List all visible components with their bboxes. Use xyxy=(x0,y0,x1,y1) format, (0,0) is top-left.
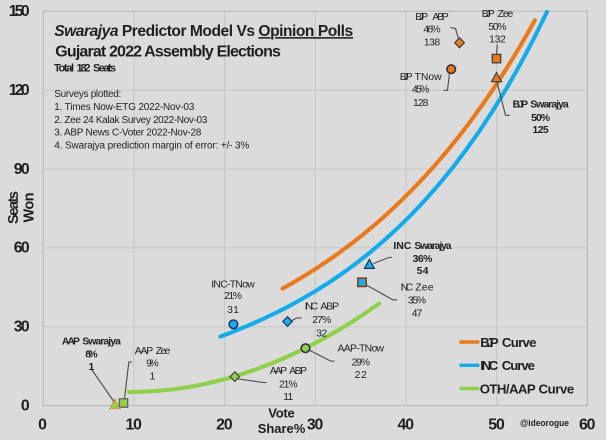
svg-text:TNow: TNow xyxy=(415,72,443,83)
svg-text:150: 150 xyxy=(9,3,30,20)
svg-text:8%: 8% xyxy=(85,349,97,360)
svg-text:INC: INC xyxy=(480,358,498,373)
svg-text:138: 138 xyxy=(424,38,441,49)
svg-text:AAP: AAP xyxy=(270,366,287,377)
svg-text:45%: 45% xyxy=(412,85,429,96)
svg-text:BJP: BJP xyxy=(480,335,499,350)
svg-text:46%: 46% xyxy=(423,24,440,35)
svg-text:Zee: Zee xyxy=(498,9,514,20)
svg-text:50: 50 xyxy=(488,417,505,434)
svg-text:Seats: Seats xyxy=(93,63,116,75)
svg-text:Gujarat 2022 Assembly Election: Gujarat 2022 Assembly Elections xyxy=(55,44,281,61)
svg-text:54: 54 xyxy=(417,266,429,277)
svg-text:Zee: Zee xyxy=(156,346,171,357)
svg-text:ABP: ABP xyxy=(289,366,307,377)
svg-text:30: 30 xyxy=(307,417,324,434)
svg-text:Vote: Vote xyxy=(268,406,295,421)
svg-text:Won: Won xyxy=(22,193,38,223)
svg-text:Swarajya: Swarajya xyxy=(530,99,569,110)
svg-text:INC: INC xyxy=(393,241,411,252)
svg-text:Swarajya: Swarajya xyxy=(414,241,451,252)
svg-text:21%: 21% xyxy=(224,291,242,302)
svg-text:47: 47 xyxy=(412,308,423,319)
svg-text:50%: 50% xyxy=(531,113,550,124)
svg-text:BJP: BJP xyxy=(513,99,529,110)
svg-text:10: 10 xyxy=(125,417,142,434)
svg-text:35%: 35% xyxy=(408,295,426,306)
svg-text:ABP: ABP xyxy=(432,12,448,23)
svg-text:3. ABP News C-Voter 2022-Nov-2: 3. ABP News C-Voter 2022-Nov-28 xyxy=(54,128,201,139)
svg-text:128: 128 xyxy=(413,98,429,109)
svg-text:AAP: AAP xyxy=(135,346,154,357)
svg-text:Swarajya: Swarajya xyxy=(82,337,121,348)
svg-text:20: 20 xyxy=(216,417,233,434)
svg-text:2. Zee 24 Kalak Survey 2022-No: 2. Zee 24 Kalak Survey 2022-Nov-03 xyxy=(54,115,207,126)
svg-text:OTH/AAP: OTH/AAP xyxy=(480,381,536,396)
svg-text:90: 90 xyxy=(14,161,30,178)
svg-text:4. Swarajya prediction margin: 4. Swarajya prediction margin of error: … xyxy=(54,141,249,152)
svg-text:AAP: AAP xyxy=(62,337,80,348)
svg-text:Seats: Seats xyxy=(6,191,22,224)
svg-text:120: 120 xyxy=(9,82,30,99)
svg-text:125: 125 xyxy=(533,125,549,136)
svg-text:1: 1 xyxy=(89,362,95,373)
svg-text:1. Times Now-ETG 2022-Nov-03: 1. Times Now-ETG 2022-Nov-03 xyxy=(54,102,194,113)
svg-text:9%: 9% xyxy=(146,358,159,369)
svg-text:30: 30 xyxy=(14,319,30,336)
svg-text:50%: 50% xyxy=(488,22,506,33)
svg-text:11: 11 xyxy=(283,392,293,403)
svg-text:INC: INC xyxy=(305,301,319,312)
svg-text:Total: Total xyxy=(54,63,74,75)
svg-text:60: 60 xyxy=(579,417,596,434)
svg-text:ABP: ABP xyxy=(320,301,339,312)
svg-text:AAP-TNow: AAP-TNow xyxy=(338,344,385,355)
svg-text:27%: 27% xyxy=(312,315,331,326)
svg-text:32: 32 xyxy=(316,328,327,339)
svg-text:BJP: BJP xyxy=(482,9,495,20)
svg-text:Zee: Zee xyxy=(415,282,433,293)
svg-text:Share%: Share% xyxy=(258,421,306,436)
svg-text:INC: INC xyxy=(401,282,414,293)
svg-text:40: 40 xyxy=(398,417,415,434)
svg-text:BJP: BJP xyxy=(415,12,428,23)
svg-text:22: 22 xyxy=(355,370,368,381)
svg-text:132: 132 xyxy=(489,34,506,45)
svg-text:Curve: Curve xyxy=(539,381,575,396)
svg-text:60: 60 xyxy=(14,240,30,257)
svg-text:BJP: BJP xyxy=(400,72,413,83)
svg-text:Surveys plotted:: Surveys plotted: xyxy=(54,89,121,100)
svg-text:0: 0 xyxy=(38,417,47,434)
svg-text:Curve: Curve xyxy=(502,358,535,373)
svg-text:Swarajya Predictor Model Vs Op: Swarajya Predictor Model Vs Opinion Poll… xyxy=(54,23,353,40)
svg-text:Curve: Curve xyxy=(502,335,537,350)
svg-text:0: 0 xyxy=(21,397,30,414)
svg-text:21%: 21% xyxy=(279,380,298,391)
svg-text:29%: 29% xyxy=(352,357,370,368)
svg-text:@ideorogue: @ideorogue xyxy=(520,417,569,428)
svg-text:1: 1 xyxy=(150,372,156,383)
svg-text:36%: 36% xyxy=(413,254,433,265)
svg-text:182: 182 xyxy=(77,63,91,75)
svg-text:INC-TNow: INC-TNow xyxy=(211,279,255,290)
svg-text:31: 31 xyxy=(227,305,239,316)
